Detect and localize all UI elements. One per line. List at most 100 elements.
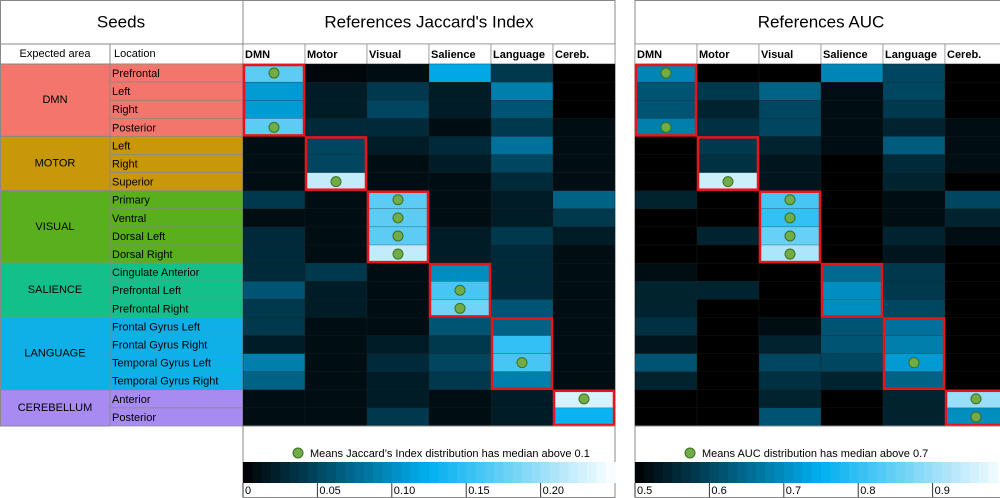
location-label: Ventral: [112, 213, 146, 225]
colorbar-step: [969, 462, 980, 483]
seeds-title-box: [0, 0, 244, 45]
colorbar-step: [401, 462, 411, 483]
heatmap-cell: [490, 371, 554, 391]
heatmap-cell: [696, 262, 760, 282]
diagonal-box: [758, 190, 822, 264]
heatmap-cell: [820, 190, 884, 210]
colorbar-step: [438, 462, 449, 483]
heatmap-cell: [366, 154, 430, 174]
heatmap-cell: [428, 407, 492, 427]
colorbar-step: [635, 462, 645, 483]
colorbar-step: [270, 462, 281, 483]
heatmap-cell: [552, 154, 616, 174]
diagonal-box: [820, 262, 884, 318]
colorbar-step: [774, 462, 785, 483]
heatmap-cell: [634, 371, 698, 391]
heatmap-cell: [882, 299, 946, 318]
heatmap-cell: [242, 244, 306, 264]
group-label: DMN: [42, 94, 67, 106]
column-header: Language: [493, 49, 545, 61]
heatmap-cell: [428, 371, 492, 391]
colorbar-step: [848, 462, 859, 483]
heatmap-cell: [552, 335, 616, 355]
heatmap-cell: [552, 190, 616, 210]
colorbar-step: [802, 462, 813, 483]
location-label: Frontal Gyrus Left: [112, 321, 200, 333]
colorbar-step: [700, 462, 710, 483]
heatmap-cell: [428, 100, 492, 119]
heatmap-cell: [552, 63, 616, 83]
location-label: Primary: [112, 195, 150, 207]
heatmap-cell: [696, 154, 760, 174]
heatmap-cell: [366, 371, 430, 391]
colorbar-step: [904, 462, 915, 483]
heatmap-cell: [696, 335, 760, 355]
colorbar-step: [914, 462, 924, 483]
colorbar-step: [923, 462, 934, 483]
heatmap-cell: [696, 208, 760, 228]
heatmap-cell: [552, 118, 616, 137]
median-marker: [722, 176, 734, 188]
heatmap-cell: [304, 63, 368, 83]
heatmap-cell: [490, 100, 554, 119]
chart-title: References AUC: [758, 12, 885, 31]
legend-text: Means Jaccard’s Index distribution has m…: [310, 448, 590, 460]
heatmap-cell: [820, 226, 884, 246]
heatmap-cell: [242, 154, 306, 174]
heatmap-cell: [758, 353, 822, 373]
heatmap-cell: [758, 154, 822, 174]
colorbar-tick-label: 0.9: [935, 485, 950, 497]
colorbar-step: [280, 462, 290, 483]
heatmap-cell: [428, 208, 492, 228]
heatmap-cell: [366, 389, 430, 409]
colorbar-tick-label: 0.8: [860, 485, 875, 497]
heatmap-cell: [820, 100, 884, 119]
heatmap-cell: [490, 244, 554, 264]
heatmap-cell: [820, 371, 884, 391]
column-header: Language: [885, 49, 937, 61]
heatmap-cell: [634, 226, 698, 246]
heatmap-cell: [304, 100, 368, 119]
heatmap-cell: [366, 335, 430, 355]
heatmap-cell: [820, 208, 884, 228]
location-label: Posterior: [112, 122, 156, 134]
heatmap-cell: [944, 262, 1000, 282]
colorbar-step: [876, 462, 887, 483]
colorbar-step: [382, 462, 393, 483]
colorbar-step: [512, 462, 523, 483]
colorbar-step: [429, 462, 439, 483]
colorbar-step: [858, 462, 868, 483]
colorbar-step: [243, 462, 253, 483]
location-label: Right: [112, 158, 138, 170]
location-label: Superior: [112, 177, 154, 189]
colorbar-tick-label: 0.10: [394, 485, 415, 497]
colorbar-step: [494, 462, 504, 483]
heatmap-cell: [552, 81, 616, 101]
heatmap-cell: [820, 407, 884, 427]
median-marker: [268, 121, 280, 133]
heatmap-cell: [758, 407, 822, 427]
heatmap-cell: [882, 136, 946, 155]
heatmap-cell: [490, 299, 554, 318]
colorbar-step: [895, 462, 906, 483]
heatmap-cell: [634, 353, 698, 373]
heatmap-cell: [366, 299, 430, 318]
heatmap-cell: [882, 335, 946, 355]
heatmap-cell: [366, 100, 430, 119]
colorbar-step: [326, 462, 337, 483]
colorbar-step: [484, 462, 495, 483]
column-header: Visual: [369, 49, 401, 61]
heatmap-cell: [820, 299, 884, 318]
colorbar-step: [522, 462, 532, 483]
heatmap-cell: [820, 172, 884, 192]
heatmap-cell: [552, 172, 616, 192]
heatmap-cell: [428, 63, 492, 83]
group-cell: [0, 316, 111, 391]
colorbar-tick-label: 0.5: [637, 485, 652, 497]
heatmap-cell: [304, 281, 368, 300]
colorbar-step: [308, 462, 318, 483]
heatmap-cell: [552, 100, 616, 119]
heatmap-cell: [882, 226, 946, 246]
heatmap-cell: [490, 136, 554, 155]
heatmap-cell: [242, 353, 306, 373]
